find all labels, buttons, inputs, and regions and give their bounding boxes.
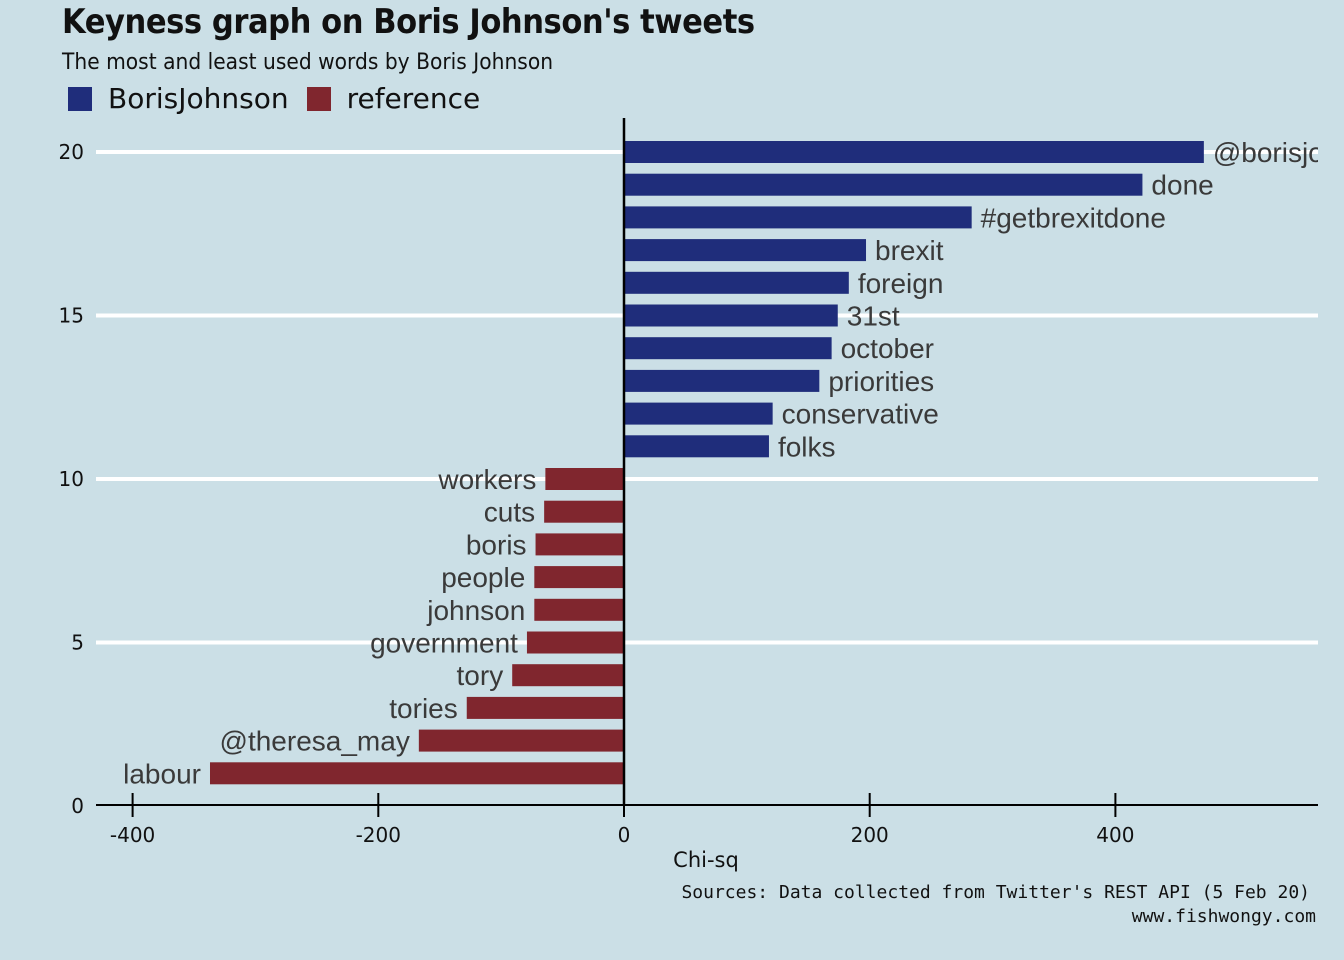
bar-label-done: done [1151,170,1213,201]
bar-workers [545,468,624,490]
bar-label-october: october [841,333,934,364]
bar-cuts [544,500,624,523]
bar-boris [535,533,624,556]
y-tick-label-15: 15 [59,304,84,328]
bar-label-@borisjohnson: @borisjohnson [1213,137,1344,168]
x-tick-label-400: 400 [1096,823,1134,847]
bar-label-cuts: cuts [484,497,535,528]
legend-item-borisjohnson: BorisJohnson [68,82,289,115]
bar-folks [624,435,769,458]
bar-@theresa_may [418,729,624,752]
bar-done [624,173,1143,196]
bar-31st [624,304,838,327]
y-tick-label-5: 5 [71,631,84,655]
bar-brexit [624,239,867,262]
bar-label-31st: 31st [847,301,900,332]
bar-conservative [624,402,773,425]
bar-label-folks: folks [778,431,836,462]
x-tick-label-200: 200 [851,823,889,847]
y-tick-label-0: 0 [71,794,84,818]
bar-label-people: people [441,562,525,593]
bar-priorities [624,369,820,392]
bar-label-@theresa_may: @theresa_may [220,726,410,757]
bar-label-government: government [370,628,518,659]
x-tick-label-0: 0 [618,823,631,847]
bar-#getbrexitdone [624,206,972,229]
bar-label-#getbrexitdone: #getbrexitdone [981,202,1166,233]
bar-label-johnson: johnson [426,595,525,626]
word-labels: @borisjohnsondone#getbrexitdone brexitfor… [123,137,1344,789]
bar-label-tories: tories [389,693,457,724]
bar-government [526,631,624,654]
legend: BorisJohnson reference [68,82,498,115]
bar-foreign [624,271,849,294]
bar-label-tory: tory [457,660,504,691]
x-tick-label--400: -400 [110,823,155,847]
bar-label-boris: boris [466,529,527,560]
legend-swatch-reference [306,86,331,111]
bar-label-conservative: conservative [782,399,939,430]
bar-label-labour: labour [123,758,201,789]
y-tick-label-20: 20 [59,140,84,164]
source-caption: Sources: Data collected from Twitter's R… [681,882,1310,903]
x-axis-title: Chi-sq [673,848,739,872]
axes: 0 5 10 15 20 -400 -200 0 200 400 [59,118,1318,847]
y-tick-label-10: 10 [59,467,84,491]
legend-label-borisjohnson: BorisJohnson [108,82,289,115]
bar-tory [512,664,624,687]
bar-label-brexit: brexit [875,235,944,266]
bar-tories [466,696,624,719]
legend-item-reference: reference [306,82,481,115]
bar-label-workers: workers [437,464,536,495]
legend-label-reference: reference [346,82,481,115]
x-tick-label--200: -200 [356,823,401,847]
chart-subtitle: The most and least used words by Boris J… [62,50,554,75]
chart-title: Keyness graph on Boris Johnson's tweets [62,2,755,42]
bar-johnson [534,598,624,621]
legend-swatch-borisjohnson [68,86,92,111]
bars [209,141,1204,785]
bar-label-foreign: foreign [858,268,944,299]
bar-people [534,566,624,589]
bar-labour [209,762,625,785]
bar-label-priorities: priorities [828,366,934,397]
bar-october [624,337,832,360]
site-caption: www.fishwongy.com [1131,906,1316,927]
bar-@borisjohnson [624,141,1204,163]
